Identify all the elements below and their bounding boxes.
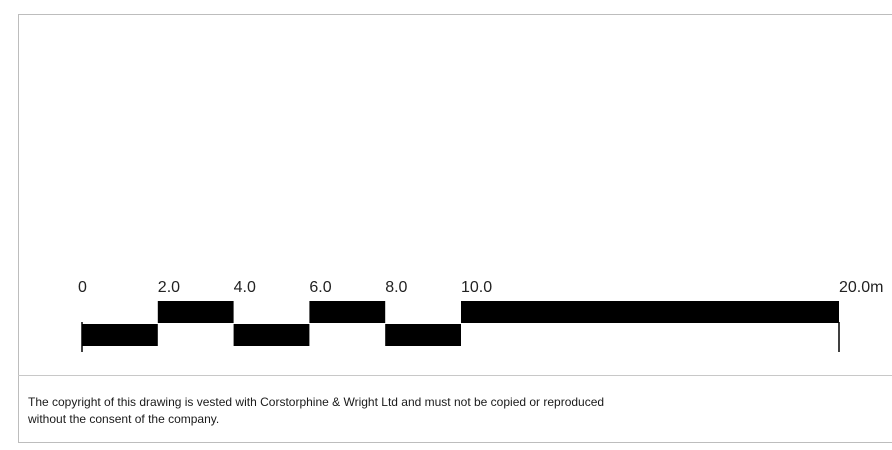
scale-segment-6: [461, 301, 839, 323]
copyright-notice: The copyright of this drawing is vested …: [28, 394, 892, 428]
scale-bar-ticks: [81, 322, 840, 352]
scale-segment-5: [385, 324, 461, 346]
scale-label-5: 8.0: [385, 279, 407, 296]
drawing-frame: [18, 14, 892, 443]
scale-segment-1: [82, 324, 158, 346]
copyright-line-1: The copyright of this drawing is vested …: [28, 395, 605, 409]
copyright-line-2: without the consent of the company.: [28, 412, 220, 426]
scale-segment-4: [309, 301, 386, 323]
scale-segment-2: [157, 301, 234, 323]
scale-label-3: 4.0: [234, 279, 256, 296]
scale-label-7: 20.0m: [839, 279, 883, 296]
scale-bar-labels: 0 2.0 4.0 6.0 8.0 10.0 20.0m: [78, 279, 883, 296]
scale-label-1: 0: [78, 279, 87, 296]
scale-bar-segments: [82, 301, 839, 346]
scale-label-6: 10.0: [461, 279, 492, 296]
scale-label-2: 2.0: [158, 279, 180, 296]
divider-line: [18, 375, 892, 376]
scale-label-4: 6.0: [309, 279, 331, 296]
scale-segment-3: [233, 324, 310, 346]
